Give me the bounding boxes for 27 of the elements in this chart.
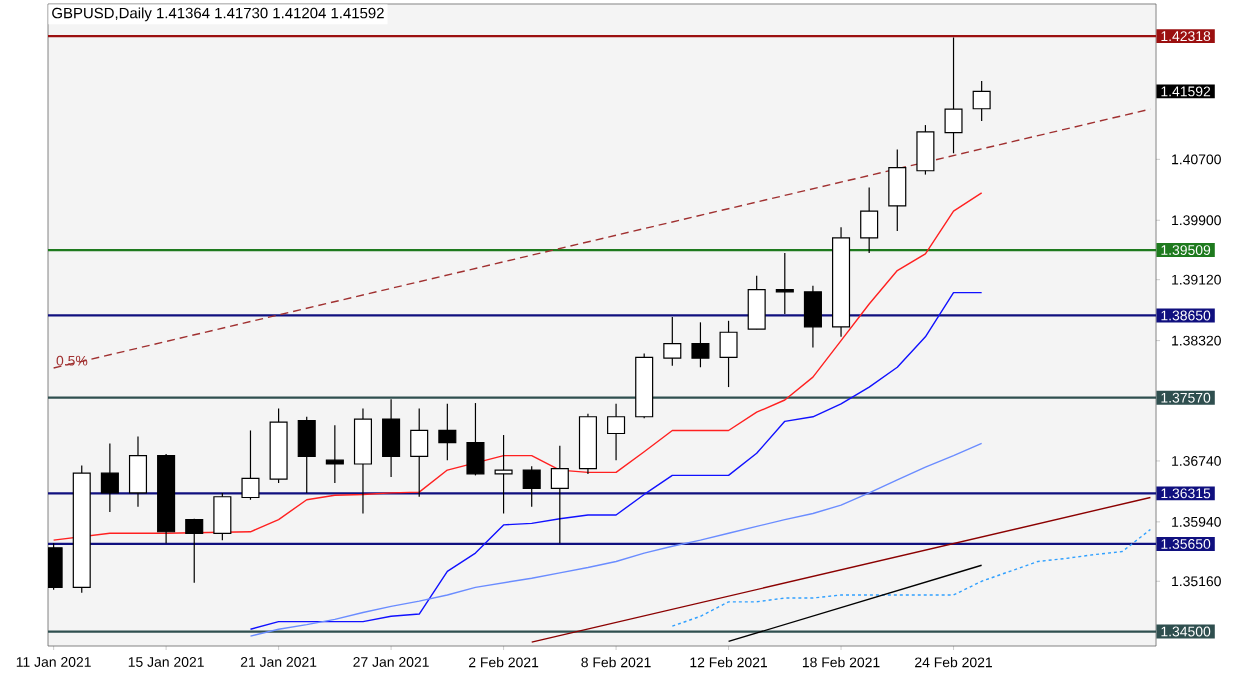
candlestick xyxy=(972,80,991,122)
candlestick xyxy=(860,186,879,254)
candlestick xyxy=(607,403,626,461)
candlestick xyxy=(775,252,794,315)
candlestick xyxy=(550,445,569,544)
candlestick xyxy=(325,424,344,484)
candlestick xyxy=(438,403,457,461)
candlestick xyxy=(241,429,260,501)
candlestick xyxy=(803,285,822,349)
candlestick xyxy=(494,434,513,515)
candlestick xyxy=(888,148,907,232)
candlestick xyxy=(185,518,204,584)
candlestick xyxy=(691,321,710,368)
candlestick xyxy=(663,316,682,367)
candlestick xyxy=(410,407,429,498)
candlestick xyxy=(297,416,316,494)
candlestick xyxy=(466,402,485,477)
candlestick xyxy=(382,398,401,478)
candlestick xyxy=(128,435,148,508)
candlestick xyxy=(522,465,541,508)
candlestick xyxy=(100,442,119,513)
candlestick xyxy=(944,36,963,154)
candlestick xyxy=(353,407,373,515)
candlestick xyxy=(213,492,232,541)
candlestick xyxy=(916,124,935,176)
candlestick xyxy=(719,320,738,388)
candlestick xyxy=(747,275,766,330)
